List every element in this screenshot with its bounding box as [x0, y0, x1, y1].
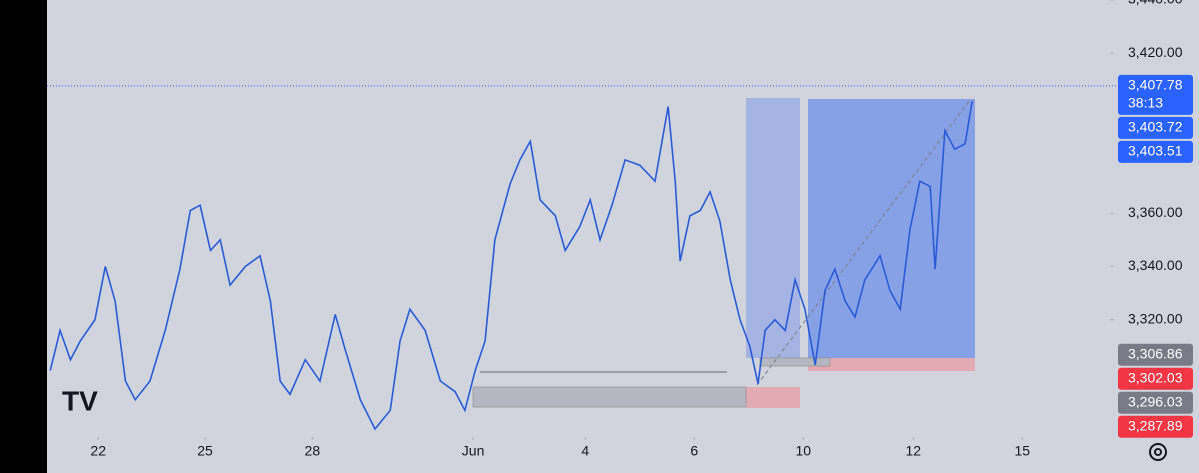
y-tick-label: 3,420.00 — [1128, 44, 1183, 60]
x-tick-label: 15 — [1014, 443, 1030, 459]
stop-zone — [746, 387, 800, 408]
target-zone — [746, 98, 800, 358]
price-badge — [1118, 343, 1193, 366]
y-tick-label: 3,440.00 — [1128, 0, 1183, 7]
price-badge — [1118, 140, 1193, 163]
x-tick-label: 10 — [795, 443, 811, 459]
plot: 3,440.00 3,420.00 3,360.00 3,340.00 3,320.00… — [47, 0, 1193, 459]
price-badge-label: 3,407.78 — [1128, 77, 1183, 93]
price-badge-label: 3,287.89 — [1128, 417, 1183, 433]
price-badge — [1118, 415, 1193, 438]
left-bar — [0, 0, 47, 473]
price-badge-label: 3,306.86 — [1128, 345, 1183, 361]
price-badge-label: 3,403.72 — [1128, 119, 1183, 135]
price-badge — [1118, 74, 1193, 115]
countdown: 38:13 — [1128, 95, 1163, 111]
price-badge — [1118, 367, 1193, 390]
price-line — [49, 101, 973, 431]
y-tick-label: 3,340.00 — [1128, 257, 1183, 273]
y-tick-label: 3,360.00 — [1128, 204, 1183, 220]
x-tick-label: 22 — [90, 443, 106, 459]
x-tick-label: Jun — [462, 443, 485, 459]
price-badge — [1118, 391, 1193, 414]
x-tick-label: 25 — [197, 443, 213, 459]
target-zone — [808, 99, 975, 358]
y-tick-label: 3,320.00 — [1128, 310, 1183, 326]
logo: TV — [62, 385, 98, 416]
stop-zone — [808, 358, 975, 371]
price-badge-label: 3,296.03 — [1128, 393, 1183, 409]
trend-line — [756, 99, 971, 386]
price-badge — [1118, 116, 1193, 139]
x-tick-label: 28 — [305, 443, 321, 459]
price-badge-label: 3,403.51 — [1128, 143, 1183, 159]
zone-box — [759, 357, 831, 367]
zone-box — [472, 386, 747, 408]
x-tick-label: 6 — [690, 443, 698, 459]
price-badge-label: 3,302.03 — [1128, 369, 1183, 385]
settings-icon-dot — [1154, 448, 1162, 456]
x-tick-label: 4 — [581, 443, 589, 459]
settings-icon[interactable] — [1149, 443, 1167, 461]
x-tick-label: 12 — [906, 443, 922, 459]
